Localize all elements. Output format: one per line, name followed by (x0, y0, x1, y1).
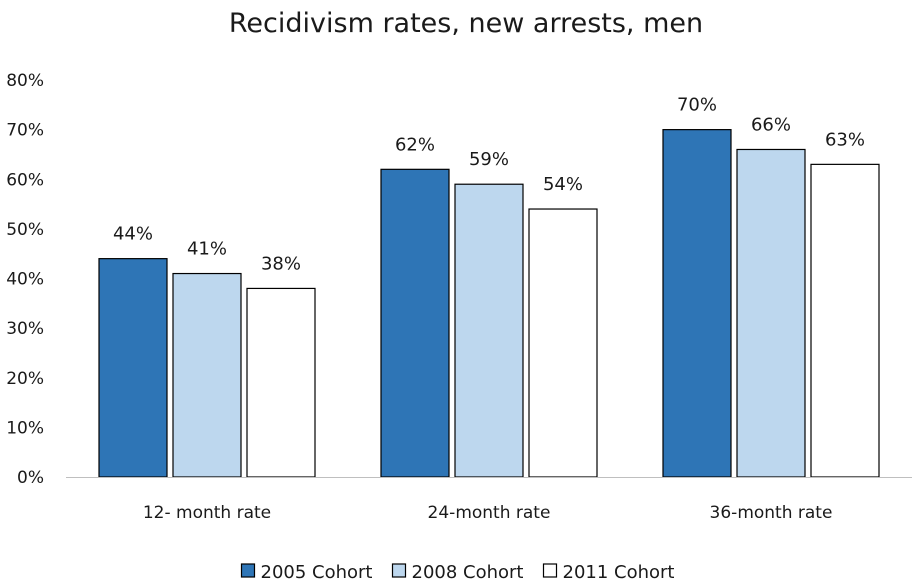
data-label: 44% (113, 224, 153, 245)
y-tick-label: 70% (6, 121, 44, 141)
y-axis-ticks: 0% 10% 20% 30% 40% 50% 60% 70% 80% (6, 71, 44, 488)
legend-swatch (391, 563, 407, 578)
data-label: 41% (187, 239, 227, 260)
legend-swatch (542, 563, 558, 578)
data-label: 62% (395, 134, 435, 155)
y-tick-label: 80% (6, 71, 44, 91)
category-label: 12- month rate (143, 503, 271, 523)
data-label: 63% (825, 129, 865, 150)
legend-swatch (240, 563, 256, 578)
bar (98, 258, 168, 478)
bar (454, 183, 524, 478)
bar (736, 148, 806, 478)
bar (172, 272, 242, 478)
data-label: 66% (751, 114, 791, 135)
legend-label: 2008 Cohort (412, 562, 524, 583)
y-tick-label: 40% (6, 270, 44, 290)
bar (810, 163, 880, 478)
bar (528, 208, 598, 478)
bars (98, 129, 880, 478)
category-label: 24-month rate (428, 503, 551, 523)
y-tick-label: 30% (6, 319, 44, 339)
bar (380, 168, 450, 478)
bar (662, 129, 732, 478)
data-label: 54% (543, 174, 583, 195)
data-labels: 44% 41% 38% 62% 59% 54% 70% 66% 63% (113, 95, 865, 275)
category-labels: 12- month rate 24-month rate 36-month rate (143, 503, 833, 523)
y-tick-label: 0% (17, 468, 44, 488)
legend-label: 2005 Cohort (261, 562, 373, 583)
data-label: 70% (677, 95, 717, 116)
data-label: 38% (261, 253, 301, 274)
data-label: 59% (469, 149, 509, 170)
category-label: 36-month rate (710, 503, 833, 523)
y-tick-label: 10% (6, 418, 44, 438)
y-tick-label: 50% (6, 220, 44, 240)
y-tick-label: 60% (6, 170, 44, 190)
legend: 2005 Cohort 2008 Cohort 2011 Cohort (240, 562, 675, 583)
legend-label: 2011 Cohort (563, 562, 675, 583)
y-tick-label: 20% (6, 369, 44, 389)
bar (246, 287, 316, 478)
chart-title: Recidivism rates, new arrests, men (229, 8, 703, 39)
